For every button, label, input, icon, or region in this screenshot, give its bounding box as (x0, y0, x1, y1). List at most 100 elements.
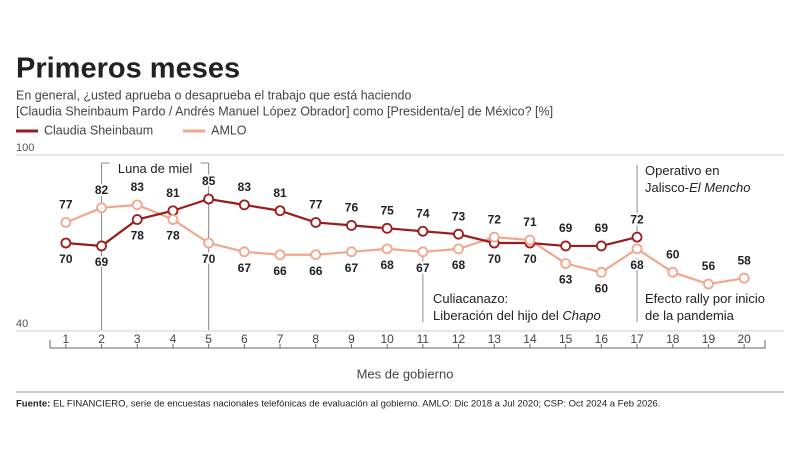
data-label: 72 (630, 212, 644, 226)
x-tick-label: 9 (348, 332, 355, 346)
data-label: 68 (630, 258, 644, 272)
legend-label: Claudia Sheinbaum (44, 123, 153, 137)
data-label: 68 (452, 258, 466, 272)
annotation-text: El Mencho (689, 180, 750, 195)
source: EL FINANCIERO, serie de encuestas nacion… (53, 399, 660, 410)
annotation-text: Chapo (562, 308, 600, 323)
data-label: 85 (202, 174, 216, 188)
marker (453, 228, 464, 240)
source-label: Fuente: (16, 399, 50, 410)
y-tick-label: 100 (16, 142, 34, 154)
annotation-text: Culiacanazo: (433, 291, 508, 306)
data-label: 77 (59, 198, 73, 212)
x-tick-label: 3 (134, 332, 141, 346)
marker (60, 237, 72, 249)
x-tick-label: 20 (737, 332, 751, 346)
marker (560, 240, 572, 252)
marker (560, 258, 572, 269)
x-tick-label: 5 (205, 332, 212, 346)
marker (667, 266, 679, 278)
marker (453, 243, 464, 255)
marker (738, 272, 750, 284)
data-label: 81 (273, 186, 287, 200)
marker (131, 199, 143, 211)
marker (703, 278, 714, 290)
x-tick-label: 10 (380, 332, 394, 346)
x-tick-label: 1 (63, 332, 70, 346)
data-label: 78 (166, 229, 180, 243)
series-line (65, 203, 745, 286)
annotation: de la pandemia (645, 308, 735, 323)
data-label: 67 (345, 261, 359, 275)
data-label: 66 (273, 264, 287, 278)
marker (346, 219, 357, 231)
marker (381, 243, 393, 255)
annotation: Operativo en (645, 163, 719, 178)
marker (417, 246, 429, 258)
x-axis-label: Mes de gobierno (357, 366, 454, 381)
x-tick-label: 6 (241, 332, 248, 346)
marker (131, 214, 143, 225)
marker (310, 217, 322, 228)
x-tick-label: 7 (277, 332, 284, 346)
annotation: Jalisco-El Mencho (645, 180, 751, 195)
marker (238, 199, 250, 211)
marker (631, 231, 643, 243)
subtitle: En general, ¿usted aprueba o desaprueba … (16, 88, 411, 102)
x-tick-label: 16 (595, 332, 609, 346)
x-tick-label: 18 (666, 332, 680, 346)
x-tick-label: 17 (630, 332, 644, 346)
data-label: 56 (702, 259, 716, 273)
marker (274, 205, 286, 217)
annotation-text: Operativo en (645, 163, 719, 178)
data-label: 69 (595, 221, 609, 235)
x-tick-label: 4 (170, 332, 177, 346)
marker (96, 240, 107, 252)
annotation-text: Luna de miel (118, 161, 193, 176)
data-label: 78 (131, 229, 145, 243)
x-tick-label: 8 (312, 332, 319, 346)
marker (524, 234, 536, 246)
subtitle: [Claudia Sheinbaum Pardo / Andrés Manuel… (16, 104, 553, 118)
x-tick-label: 15 (559, 332, 573, 346)
marker (238, 246, 250, 258)
data-label: 63 (559, 273, 573, 287)
data-label: 75 (380, 204, 394, 218)
marker (631, 243, 643, 255)
x-tick-label: 12 (452, 332, 466, 346)
marker (96, 202, 107, 214)
annotation-text: Efecto rally por inicio (645, 291, 765, 306)
data-label: 60 (666, 248, 680, 262)
data-label: 74 (416, 206, 430, 220)
data-label: 70 (523, 252, 537, 266)
marker (488, 231, 500, 243)
marker (274, 249, 286, 261)
annotation-text: de la pandemia (645, 308, 735, 323)
data-label: 69 (559, 221, 573, 235)
marker (167, 205, 179, 217)
x-tick-label: 13 (488, 332, 502, 346)
data-label: 68 (380, 258, 394, 272)
legend-label: AMLO (211, 123, 247, 137)
annotation: Luna de miel (118, 161, 193, 176)
data-label: 77 (309, 198, 323, 212)
marker (417, 225, 429, 237)
annotation: Culiacanazo: (433, 291, 508, 306)
marker (310, 249, 322, 261)
x-axis (49, 340, 766, 349)
data-label: 72 (488, 212, 502, 226)
data-label: 71 (523, 215, 537, 229)
x-tick-label: 11 (417, 332, 430, 346)
data-label: 69 (95, 255, 109, 269)
data-label: 76 (345, 201, 359, 215)
annotation-text: Jalisco- (645, 180, 689, 195)
marker (167, 214, 179, 225)
data-label: 73 (452, 209, 466, 223)
marker (60, 217, 72, 228)
data-label: 67 (238, 261, 252, 275)
data-label: 67 (416, 261, 430, 275)
data-label: 81 (166, 186, 180, 200)
data-label: 83 (238, 180, 252, 194)
x-tick-label: 14 (523, 332, 537, 346)
annotation: Efecto rally por inicio (645, 291, 765, 306)
